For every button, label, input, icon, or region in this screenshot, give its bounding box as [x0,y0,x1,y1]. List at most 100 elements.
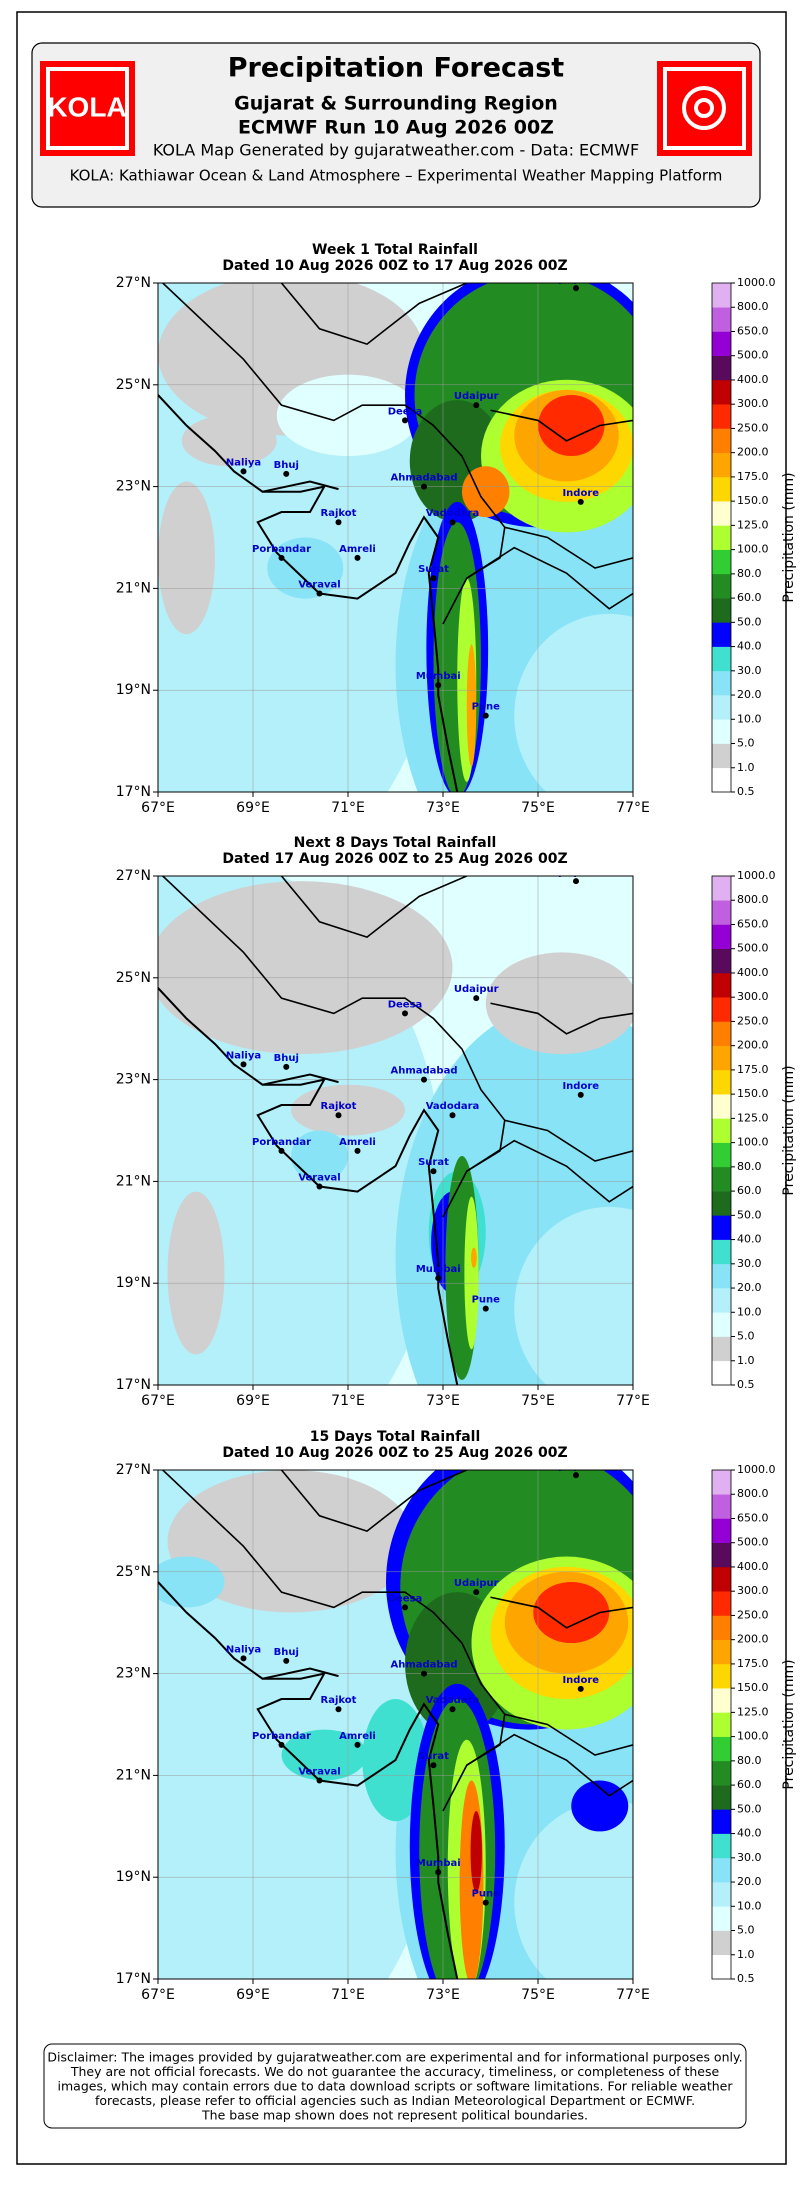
city-dot [577,1091,584,1098]
map-frame [157,282,634,793]
colorbar-tick-label: 400.0 [737,966,769,979]
city-label: Udaipur [454,391,499,402]
rain-area [167,1191,225,1355]
city-dot [435,1275,442,1282]
rain-area [158,481,215,635]
colorbar-swatch [712,1069,731,1095]
lat-tick-label: 17°N [116,1971,151,1987]
city-label: Indore [562,1675,599,1686]
colorbar-label: Precipitation (mm) [781,472,797,602]
colorbar-swatch [712,1663,731,1689]
colorbar-tick-label: 0.5 [737,785,755,798]
lon-tick-label: 67°E [141,1987,175,2003]
colorbar-swatch [712,1166,731,1192]
city-dot [335,519,342,526]
colorbar-swatch [712,948,731,974]
colorbar-tick-label: 40.0 [737,1827,762,1840]
colorbar-swatch [712,1760,731,1786]
city-label: Udaipur [454,1578,499,1589]
city-dot [473,995,480,1002]
colorbar-tick-label: 1.0 [737,1354,755,1367]
lat-tick-label: 27°N [116,1462,151,1478]
colorbar-swatch [712,1930,731,1956]
city-dot [430,575,437,582]
city-dot [449,1706,456,1713]
colorbar-swatch [712,1142,731,1168]
lon-tick-label: 71°E [331,800,365,816]
colorbar-tick-label: 175.0 [737,470,769,483]
city-dot [435,682,442,689]
city-label: Naliya [226,1050,261,1061]
title: Precipitation Forecast [228,53,565,84]
map-frame [157,1469,634,1980]
disclaimer-line: forecasts, please refer to official agen… [95,2093,695,2108]
city-dot [482,1305,489,1312]
colorbar-tick-label: 10.0 [737,712,762,725]
logo-right [657,61,752,156]
lon-tick-label: 67°E [141,800,175,816]
colorbar-tick-label: 1.0 [737,761,755,774]
lon-tick-label: 69°E [236,1393,270,1409]
colorbar-swatch [712,1288,731,1313]
colorbar-tick-label: 10.0 [737,1899,762,1912]
colorbar-label: Precipitation (mm) [781,1659,797,1789]
disclaimer-line: images, which may contain errors due to … [58,2079,734,2094]
city-dot [354,1147,361,1154]
colorbar-tick-label: 500.0 [737,349,769,362]
colorbar-swatch [712,1045,731,1071]
colorbar-tick-label: 100.0 [737,1136,769,1149]
colorbar-tick-label: 40.0 [737,1233,762,1246]
lat-tick-label: 25°N [116,1564,151,1580]
lon-tick-label: 75°E [521,800,555,816]
city-dot [278,554,285,561]
rain-area [533,1581,610,1644]
colorbar-swatch [712,1712,731,1737]
lat-tick-label: 27°N [116,868,151,884]
colorbar-tick-label: 500.0 [737,942,769,955]
colorbar-swatch [712,331,731,357]
lat-tick-label: 19°N [116,1275,151,1291]
state-border [490,409,633,442]
city-label: Deesa [388,1593,423,1604]
logo-left [40,61,135,156]
city-label: Udaipur [454,984,499,995]
city-label: Amreli [339,544,376,555]
colorbar-tick-label: 60.0 [737,1778,762,1791]
colorbar-tick-label: 30.0 [737,1257,762,1270]
lon-tick-label: 73°E [426,800,460,816]
city-dot [316,590,323,597]
rain-area [466,644,477,767]
colorbar-tick-label: 80.0 [737,1754,762,1767]
colorbar-tick-label: 80.0 [737,567,762,580]
city-dot [240,1655,247,1662]
colorbar-tick-label: 20.0 [737,1281,762,1294]
colorbar-swatch [712,972,731,998]
colorbar-tick-label: 60.0 [737,1184,762,1197]
city-label: Rajkot [321,508,357,519]
lat-tick-label: 21°N [116,1173,151,1189]
state-border [490,1596,633,1629]
city-dot [577,498,584,505]
city-label: Ahmadabad [391,473,458,484]
city-label: Deesa [388,999,423,1010]
colorbar-tick-label: 200.0 [737,1039,769,1052]
city-dot [240,468,247,475]
city-label: Rajkot [321,1101,357,1112]
state-border [162,1470,506,1812]
city-label: Jaipur [558,1461,592,1472]
lon-tick-label: 75°E [521,1393,555,1409]
city-label: Veraval [298,1766,340,1777]
city-dot [573,1472,579,1479]
lon-tick-label: 67°E [141,1393,175,1409]
city-dot [573,878,579,885]
colorbar-tick-label: 40.0 [737,640,762,653]
city-dot [402,1604,408,1611]
city-label: Bhuj [274,460,299,471]
state-border [504,526,633,569]
lat-tick-label: 25°N [116,377,151,393]
colorbar-tick-label: 150.0 [737,1681,769,1694]
city-label: Mumbai [416,1264,461,1275]
colorbar-frame [711,282,732,793]
city-label: Veraval [298,579,340,590]
